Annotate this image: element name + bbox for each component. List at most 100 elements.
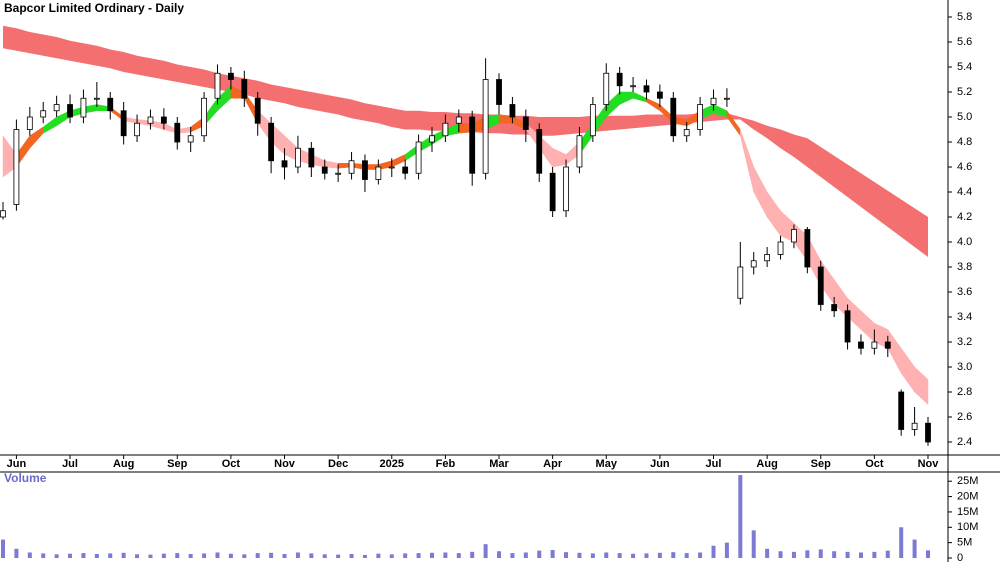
volume-bar — [510, 553, 515, 558]
y-tick-label: 2.6 — [957, 411, 972, 423]
volume-bar — [577, 552, 582, 558]
volume-bar — [362, 554, 367, 558]
x-tick-label: May — [596, 458, 618, 470]
candle-body — [0, 210, 6, 218]
y-tick-label: 5.0 — [957, 111, 972, 123]
volume-bar — [470, 551, 475, 558]
volume-bar — [550, 550, 555, 558]
candle-body — [563, 166, 569, 212]
candle-body — [697, 104, 704, 130]
candle-body — [268, 122, 275, 162]
candle-body — [160, 116, 167, 124]
chart-title: Bapcor Limited Ordinary - Daily — [4, 1, 184, 15]
volume-bar — [483, 544, 488, 558]
volume-bar — [751, 530, 756, 558]
long-band — [3, 25, 928, 257]
candle-body — [388, 166, 395, 169]
candle-body — [884, 341, 891, 349]
candle-body — [750, 260, 757, 268]
volume-bar — [269, 552, 274, 558]
volume-bar — [161, 553, 166, 558]
candle-body — [174, 122, 181, 143]
volume-bar — [41, 553, 46, 558]
volume-bar — [456, 553, 461, 558]
candle-body — [321, 166, 328, 174]
candle-body — [187, 135, 194, 143]
candle-body — [67, 104, 73, 118]
candle-body — [831, 304, 838, 312]
candle-body — [737, 266, 744, 299]
x-tick-label: Mar — [489, 458, 509, 470]
volume-bar — [403, 553, 408, 558]
candle-body — [308, 147, 315, 168]
volume-bar — [564, 552, 569, 558]
candle-body — [791, 229, 797, 243]
volume-bar — [94, 554, 99, 558]
candle-body — [429, 135, 435, 143]
x-tick-label: Sep — [167, 458, 187, 470]
volume-bar — [497, 551, 502, 558]
volume-bar — [765, 548, 770, 558]
candle-body — [482, 79, 489, 174]
candle-body — [536, 129, 543, 174]
volume-bar — [282, 554, 287, 558]
x-tick-label: Oct — [865, 458, 884, 470]
x-tick-label: Nov — [274, 458, 296, 470]
volume-bar — [295, 552, 300, 558]
volume-bar — [791, 551, 796, 558]
volume-bar — [228, 553, 233, 558]
candle-body — [522, 116, 529, 130]
volume-bar — [349, 554, 354, 558]
x-tick-label: 2025 — [380, 458, 404, 470]
volume-bar — [27, 552, 32, 558]
volume-bar — [135, 554, 140, 558]
candle-body — [295, 147, 301, 168]
volume-bar — [429, 552, 434, 558]
volume-bar — [845, 551, 850, 558]
candle-body — [227, 72, 234, 80]
y-tick-label: 2.8 — [957, 386, 972, 398]
candle-body — [254, 97, 261, 124]
candle-body — [925, 422, 931, 443]
y-tick-label: 4.4 — [957, 186, 972, 198]
candle-body — [13, 129, 20, 205]
volume-bar — [175, 553, 180, 558]
candle-body — [764, 254, 771, 262]
candle-body — [603, 72, 610, 105]
x-tick-label: Dec — [328, 458, 348, 470]
candle-body — [630, 85, 636, 88]
candle-body — [402, 166, 409, 174]
volume-bar — [657, 552, 662, 558]
volume-bar — [631, 553, 636, 558]
volume-bar — [805, 550, 810, 558]
volume-bar — [255, 553, 260, 558]
volume-bar — [322, 554, 327, 558]
candle-body — [120, 110, 127, 137]
volume-bar — [54, 554, 59, 558]
candle-body — [804, 229, 811, 268]
volume-bar — [389, 554, 394, 558]
x-tick-label: Jul — [62, 458, 78, 470]
volume-bar — [14, 548, 19, 558]
candle-body — [549, 172, 556, 212]
y-tick-label: 25M — [957, 475, 978, 487]
y-tick-label: 3.6 — [957, 286, 972, 298]
candle-body — [871, 341, 878, 349]
x-tick-label: Aug — [113, 458, 134, 470]
candle-body — [496, 79, 502, 105]
x-tick-label: Sep — [811, 458, 831, 470]
volume-bar — [899, 527, 904, 558]
candle-body — [214, 72, 221, 99]
volume-bar — [604, 552, 609, 558]
candle-body — [375, 166, 382, 180]
candle-body — [415, 141, 422, 174]
volume-bar — [778, 551, 783, 558]
candle-body — [643, 85, 650, 93]
candle-body — [93, 97, 100, 100]
volume-bar — [698, 552, 703, 558]
candle-body — [107, 97, 114, 112]
volume-bar — [926, 550, 930, 558]
candle-body — [724, 97, 730, 100]
short-band-segment — [914, 366, 929, 406]
